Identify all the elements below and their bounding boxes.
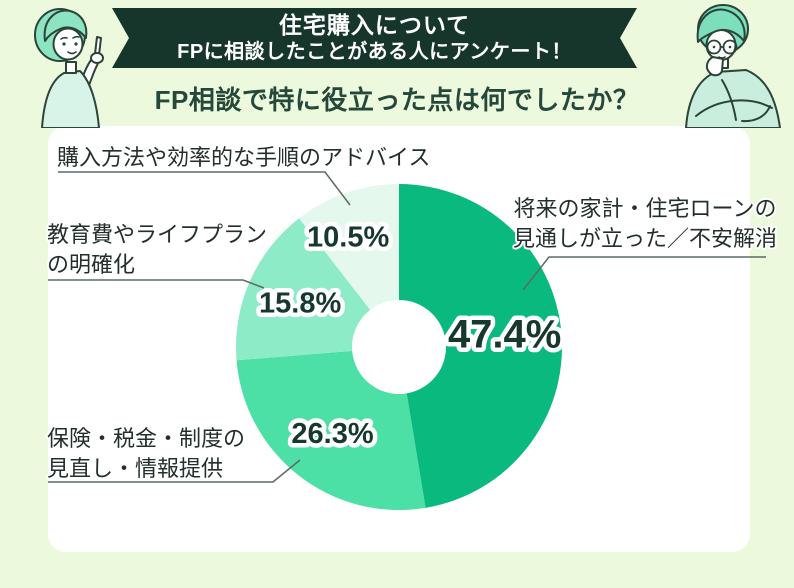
woman-neck bbox=[65, 61, 77, 74]
title-ribbon: 住宅購入について FPに相談したことがある人にアンケート！ bbox=[112, 8, 637, 68]
woman-face bbox=[52, 27, 84, 61]
man-forearm bbox=[741, 105, 771, 123]
man-thinking-illustration bbox=[685, 4, 781, 128]
woman-hand bbox=[90, 52, 104, 64]
label-purchase-advice: 購入方法や効率的な手順のアドバイス bbox=[57, 145, 431, 170]
woman-pointing-illustration bbox=[34, 8, 104, 128]
woman-smile bbox=[67, 51, 77, 55]
woman-eye bbox=[62, 42, 66, 46]
man-raised-forearm bbox=[721, 79, 737, 121]
label-insurance-tax: 保険・税金・制度の 見直し・情報提供 bbox=[47, 426, 246, 481]
label-education-lifeplan: 教育費やライフプラン の明確化 bbox=[47, 222, 268, 277]
man-torso bbox=[685, 69, 781, 128]
woman-hair-front bbox=[43, 9, 88, 42]
man-eye bbox=[728, 45, 732, 49]
woman-eyebrow bbox=[60, 36, 68, 40]
ribbon-title-line2: FPに相談したことがある人にアンケート！ bbox=[177, 40, 572, 63]
label-future-outlook: 将来の家計・住宅ローンの 見通しが立った／不安解消 bbox=[512, 196, 777, 251]
woman-eyebrow bbox=[72, 35, 80, 39]
woman-eye bbox=[74, 42, 78, 46]
ribbon-title-line1: 住宅購入について bbox=[278, 12, 471, 39]
survey-question: FP相談で特に役立った点は何でしたか？ bbox=[154, 85, 640, 115]
man-folded-arm bbox=[695, 99, 773, 117]
man-hand-on-chin bbox=[705, 56, 724, 77]
man-eye bbox=[712, 45, 716, 49]
man-hair-front bbox=[696, 8, 746, 43]
chart-card bbox=[48, 126, 750, 552]
